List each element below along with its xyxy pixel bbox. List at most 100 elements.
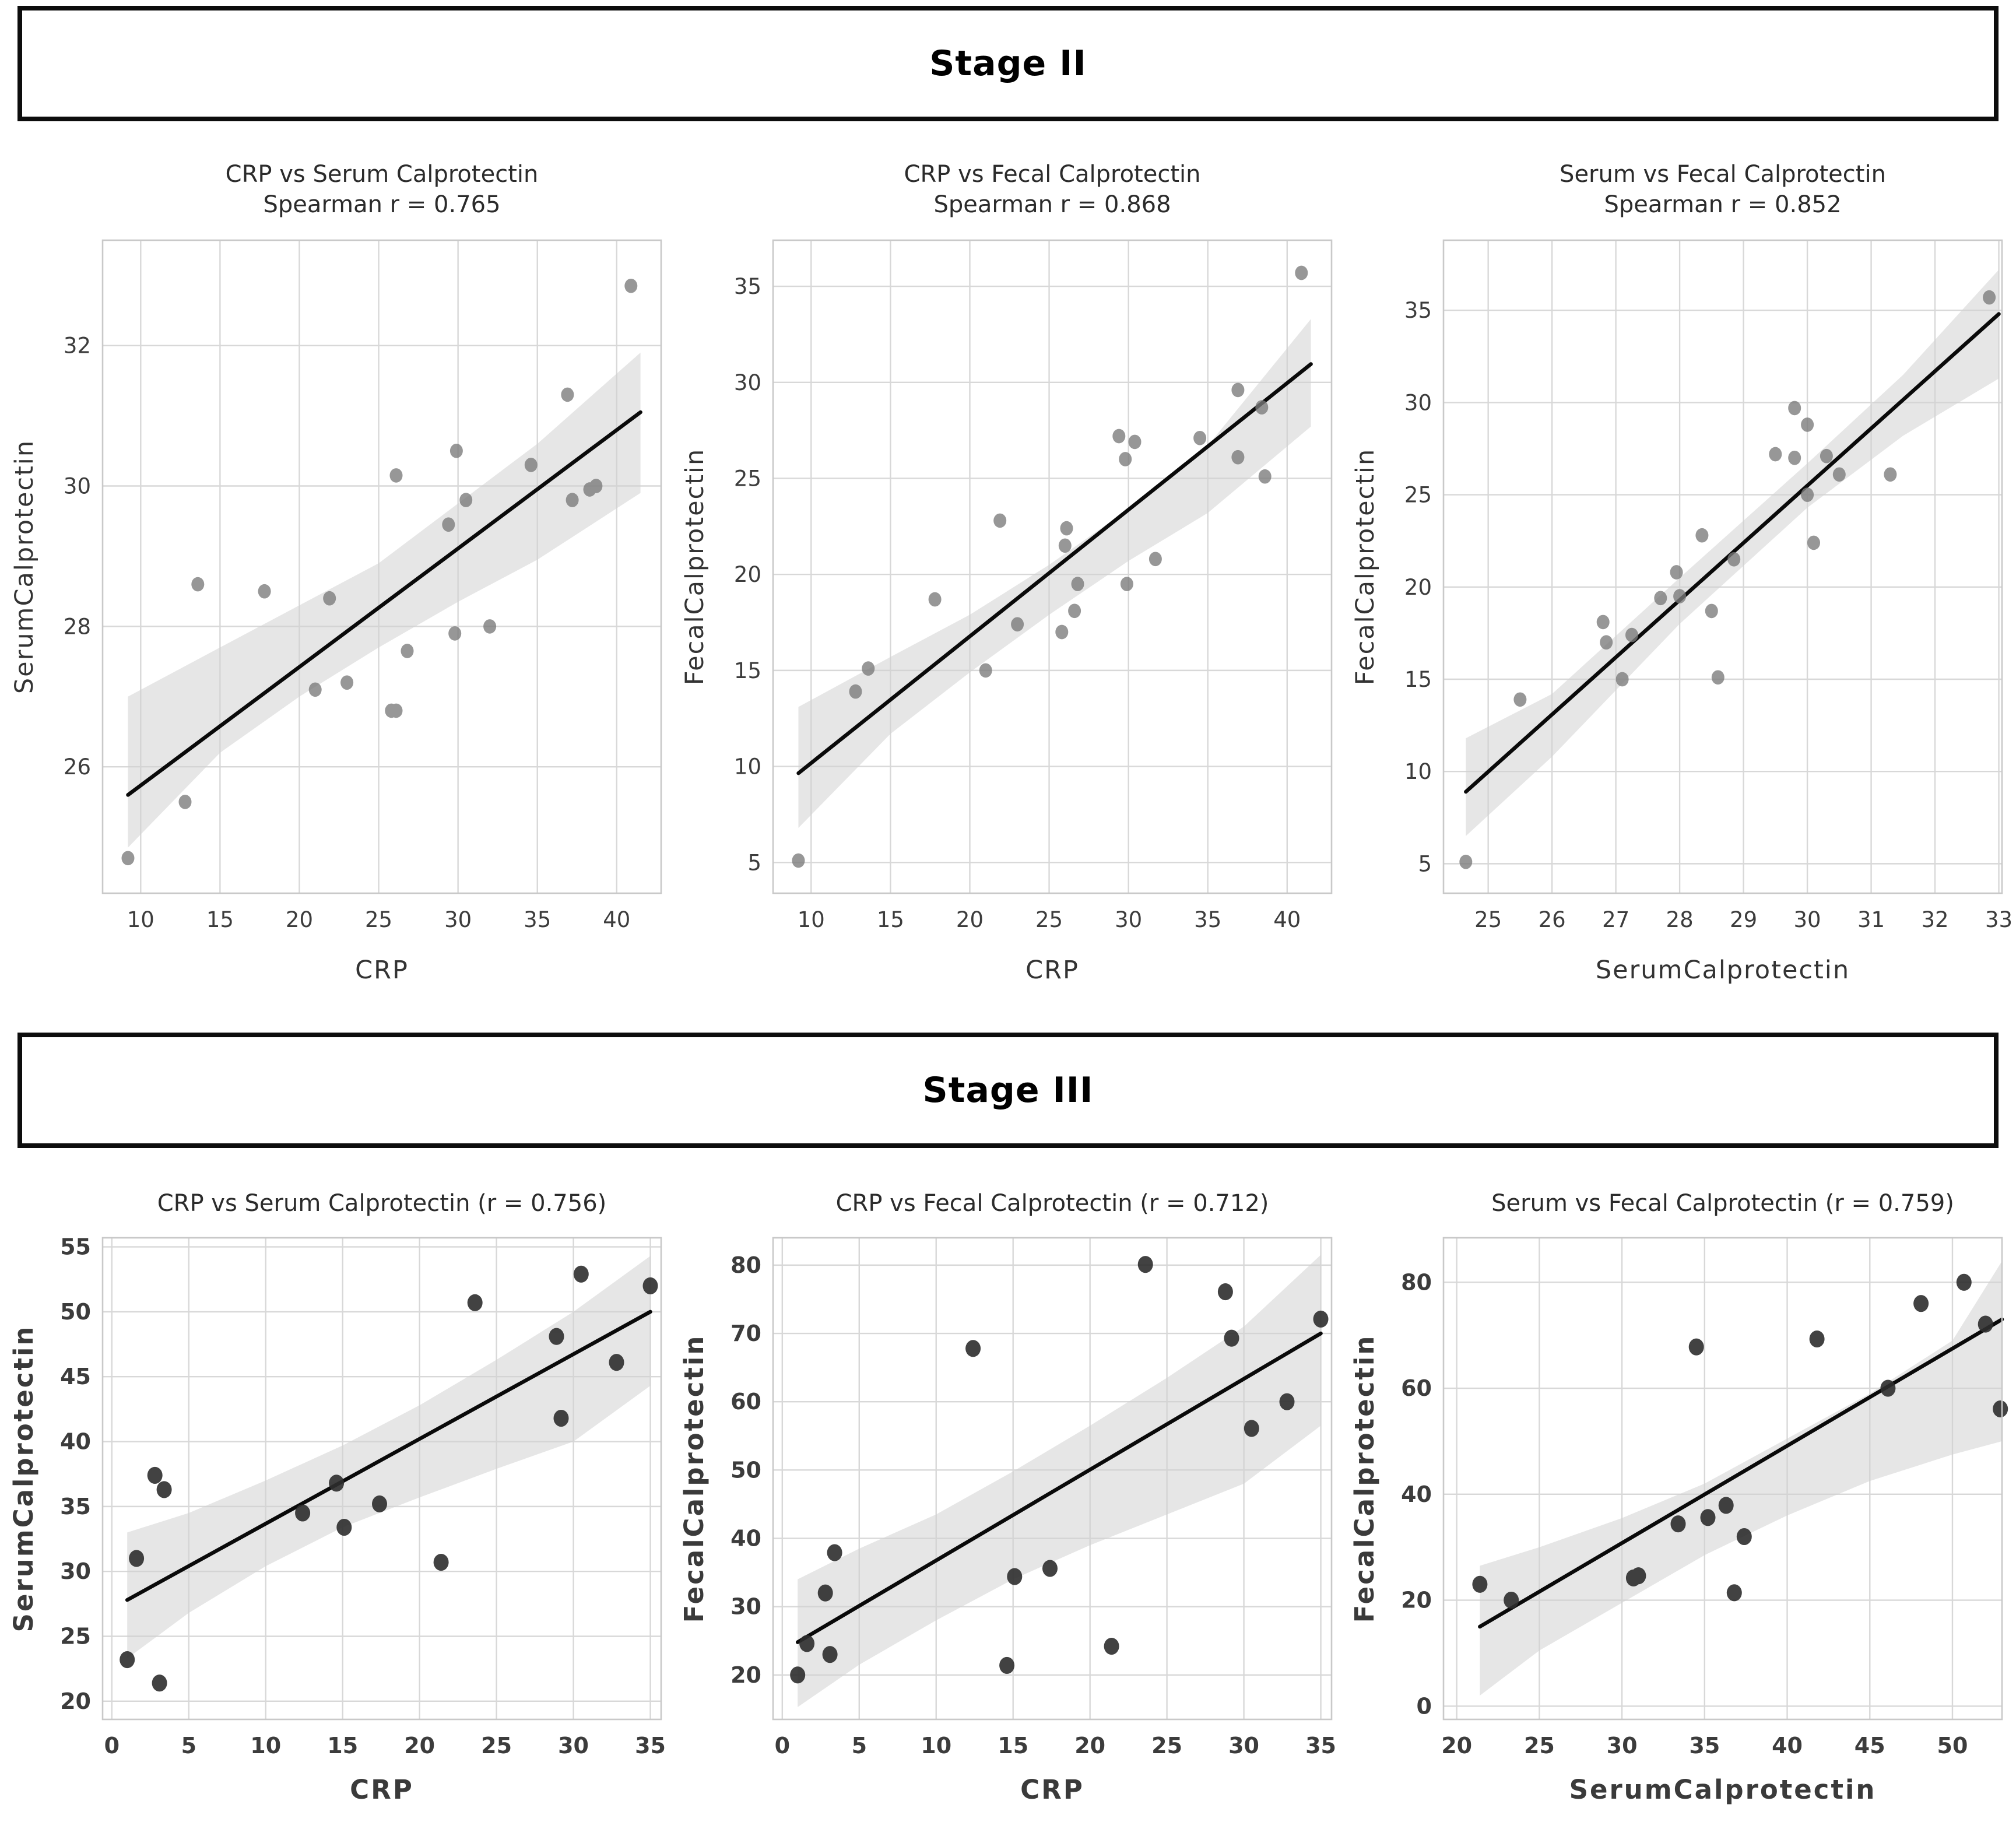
data-point (642, 1277, 658, 1294)
data-point (999, 1656, 1015, 1674)
x-tick-label: 0 (775, 1733, 790, 1758)
y-tick-label: 20 (1401, 1588, 1432, 1613)
y-tick-labels: 5 10 15 20 25 30 35 (1404, 298, 1432, 876)
x-tick-label: 20 (1074, 1733, 1105, 1758)
data-point (308, 682, 322, 697)
data-point (1058, 538, 1072, 553)
stage-iii-chart-row: 0 5 10 15 20 25 30 35 20 25 30 35 40 45 50 55 CRP SerumCa… (0, 1178, 2016, 1815)
chart-crp-vs-serum-stage2: 10 15 20 25 30 35 40 26 28 30 32 CRP SerumCalprotect… (2, 152, 673, 1000)
data-point (1071, 577, 1084, 591)
data-point (1068, 603, 1081, 619)
chart-subtitle: Spearman r = 0.852 (1604, 191, 1841, 218)
data-point (191, 577, 205, 592)
data-point (1112, 429, 1126, 444)
x-axis-label: CRP (1025, 956, 1079, 985)
y-tick-label: 30 (734, 370, 761, 395)
x-tick-label: 30 (1228, 1733, 1259, 1758)
x-tick-label: 27 (1602, 907, 1629, 932)
data-point (566, 493, 579, 507)
x-tick-label: 33 (1985, 907, 2013, 932)
data-point (1279, 1393, 1295, 1410)
data-point (1695, 528, 1709, 543)
y-tick-labels: 26 28 30 32 (64, 333, 91, 780)
x-tick-label: 20 (286, 907, 313, 932)
y-tick-label: 20 (1404, 575, 1432, 600)
regression-line (126, 410, 642, 797)
data-point (448, 626, 462, 641)
data-point (1513, 692, 1527, 707)
data-point (1769, 447, 1782, 462)
data-point (483, 619, 497, 634)
stage-iii-title: Stage III (922, 1070, 1094, 1111)
data-point (1596, 615, 1610, 630)
data-point (340, 675, 354, 690)
y-tick-label: 55 (60, 1234, 91, 1260)
chart-crp-vs-fecal-stage3: 0 5 10 15 20 25 30 35 20 30 40 50 60 70 80 CRP FecalCalp… (673, 1178, 1343, 1815)
x-tick-label: 31 (1857, 907, 1885, 932)
x-tick-label: 25 (481, 1733, 512, 1758)
x-tick-label: 15 (206, 907, 234, 932)
x-tick-label: 30 (1115, 907, 1142, 932)
data-point (624, 278, 638, 293)
x-tick-label: 10 (250, 1733, 281, 1758)
y-tick-label: 35 (1404, 298, 1432, 323)
regression-line (125, 1310, 652, 1602)
data-point (589, 479, 603, 493)
y-tick-label: 35 (60, 1494, 91, 1519)
gridlines (1443, 1238, 2002, 1719)
y-tick-label: 30 (64, 474, 91, 499)
data-point (129, 1550, 145, 1567)
data-point (849, 684, 862, 699)
confidence-band (798, 319, 1311, 828)
y-axis-label: SerumCalprotectin (10, 440, 39, 694)
x-tick-labels: 10 15 20 25 30 35 40 (127, 907, 631, 932)
scatter-points (792, 265, 1308, 868)
x-tick-label: 5 (852, 1733, 867, 1758)
data-point (1726, 1584, 1742, 1602)
axes-frame (772, 239, 1333, 894)
scatter-points (120, 1265, 658, 1692)
data-point (822, 1646, 838, 1663)
data-point (1983, 290, 1996, 305)
data-point (1673, 589, 1687, 603)
x-tick-label: 45 (1855, 1733, 1885, 1758)
data-point (1993, 1400, 2008, 1418)
x-tick-label: 10 (127, 907, 154, 932)
x-tick-label: 20 (404, 1733, 435, 1758)
scatter-plot-crp-fecal-stage3: 0 5 10 15 20 25 30 35 20 30 40 50 60 70 80 CRP FecalCalp… (673, 1178, 1343, 1815)
data-point (1137, 1256, 1153, 1273)
x-tick-label: 29 (1730, 907, 1757, 932)
x-tick-label: 40 (1772, 1733, 1803, 1758)
y-tick-label: 20 (60, 1688, 91, 1714)
data-point (1217, 1283, 1233, 1301)
data-point (442, 517, 455, 532)
data-point (1631, 1567, 1646, 1585)
data-point (1956, 1273, 1972, 1291)
y-tick-label: 50 (730, 1457, 761, 1483)
x-tick-label: 25 (1035, 907, 1063, 932)
x-tick-label: 35 (1305, 1733, 1336, 1758)
data-point (156, 1481, 172, 1498)
data-point (1820, 448, 1833, 464)
data-point (965, 1340, 981, 1357)
x-tick-label: 10 (921, 1733, 951, 1758)
data-point (1244, 1420, 1259, 1437)
data-point (1231, 382, 1245, 398)
data-point (1801, 487, 1814, 502)
data-point (336, 1518, 352, 1536)
x-tick-labels: 25 26 27 28 29 30 31 32 33 (1474, 907, 2013, 932)
data-point (467, 1294, 483, 1311)
data-point (1625, 627, 1638, 643)
data-point (817, 1584, 833, 1602)
data-point (1807, 535, 1820, 550)
y-axis-label: SerumCalprotectin (8, 1325, 39, 1633)
data-point (433, 1554, 449, 1571)
data-point (862, 661, 875, 676)
data-point (1313, 1310, 1329, 1328)
data-point (1472, 1575, 1488, 1593)
y-tick-labels: 20 30 40 50 60 70 80 (730, 1252, 761, 1688)
data-point (295, 1504, 311, 1522)
x-tick-label: 30 (1794, 907, 1821, 932)
data-point (1880, 1379, 1896, 1397)
y-tick-label: 20 (730, 1662, 761, 1688)
